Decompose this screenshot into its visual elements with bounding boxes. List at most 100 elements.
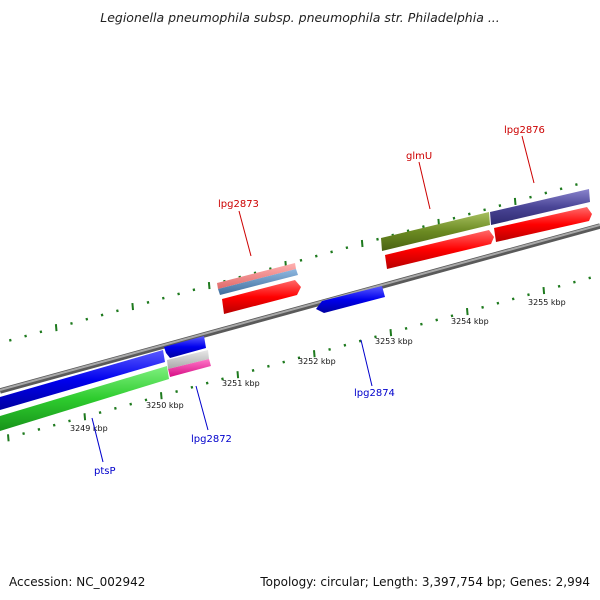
lower-tick-minor	[557, 284, 561, 288]
lower-tick-minor	[358, 339, 362, 343]
leader-lpg2873	[238, 210, 252, 257]
gene-lpg2873-cog-steel	[218, 269, 298, 295]
scale-label-3249: 3249 kbp	[70, 424, 108, 433]
genome-summary-text: Topology: circular; Length: 3,397,754 bp…	[260, 575, 590, 589]
lower-tick-major	[542, 286, 546, 295]
gene-lpg2874-arrow[interactable]	[316, 286, 385, 313]
upper-tick-minor	[376, 237, 379, 241]
gene-label-lpg2872[interactable]: lpg2872	[191, 434, 232, 445]
lower-tick-minor	[297, 356, 301, 360]
gene-lpg2876-cog-purple	[490, 189, 590, 225]
label-leader-lines	[91, 135, 535, 463]
lower-tick-minor	[114, 406, 117, 410]
lower-tick-minor	[129, 402, 133, 406]
upper-tick-minor	[452, 216, 456, 220]
gene-label-lpg2876[interactable]: lpg2876	[504, 125, 545, 136]
upper-tick-minor	[483, 208, 486, 212]
gene-glmU-arrow[interactable]	[385, 230, 494, 269]
scale-label-3250: 3250 kbp	[146, 401, 184, 410]
lower-tick-minor	[52, 423, 56, 427]
scale-label-3251: 3251 kbp	[222, 379, 260, 388]
leader-glmU	[418, 161, 431, 210]
gene-label-glmU[interactable]: glmU	[406, 151, 432, 162]
lower-tick-minor	[190, 385, 194, 389]
lower-tick-minor	[221, 377, 224, 381]
lower-tick-row	[7, 276, 592, 442]
gene-lpg2872-cog-grey	[167, 350, 209, 369]
upper-tick-minor	[529, 195, 532, 199]
accession-text: Accession: NC_002942	[9, 575, 146, 589]
gene-ptsP-cog-green	[0, 366, 169, 431]
upper-tick-minor	[161, 296, 165, 300]
lower-tick-minor	[175, 390, 178, 393]
lower-tick-minor	[481, 305, 484, 309]
lower-tick-minor	[404, 326, 408, 330]
lower-tick-minor	[251, 369, 255, 372]
lower-tick-minor	[588, 276, 592, 280]
lower-tick-minor	[267, 364, 270, 368]
upper-tick-minor	[177, 292, 180, 296]
scale-label-3253: 3253 kbp	[375, 337, 413, 346]
scale-label-3254: 3254 kbp	[451, 317, 489, 326]
lower-tick-minor	[343, 343, 347, 347]
upper-tick-minor	[24, 334, 27, 338]
gene-glmU-cog-olive	[381, 212, 490, 251]
gene-lpg2873-cog-salmon	[217, 263, 296, 289]
lower-tick-minor	[144, 398, 148, 402]
lower-tick-minor	[205, 381, 209, 385]
lower-tick-minor	[282, 360, 286, 364]
gene-label-lpg2873[interactable]: lpg2873	[218, 199, 259, 210]
upper-tick-major	[131, 303, 134, 311]
upper-tick-minor	[559, 187, 563, 191]
gene-lpg2876-arrow[interactable]	[494, 207, 592, 242]
gene-lpg2873-arrow[interactable]	[222, 280, 301, 314]
lower-tick-minor	[68, 419, 71, 423]
gene-lpg2872-arrow[interactable]	[164, 336, 206, 358]
lower-tick-major	[313, 350, 316, 358]
leader-lpg2876	[521, 135, 535, 184]
upper-tick-minor	[467, 212, 471, 216]
lower-tick-major	[466, 307, 469, 316]
lower-tick-major	[389, 329, 393, 337]
upper-tick-minor	[498, 204, 502, 208]
lower-tick-minor	[496, 301, 500, 305]
upper-tick-minor	[575, 183, 578, 187]
upper-tick-minor	[192, 288, 196, 292]
lower-tick-major	[83, 413, 87, 421]
lower-tick-minor	[450, 314, 454, 318]
upper-tick-minor	[314, 254, 318, 258]
upper-tick-row	[8, 183, 578, 342]
upper-tick-minor	[345, 246, 349, 250]
upper-tick-minor	[330, 250, 333, 254]
scale-label-3255: 3255 kbp	[528, 298, 566, 307]
gene-lpg2872-cog-pink	[168, 359, 211, 377]
lower-tick-minor	[420, 322, 423, 326]
upper-tick-minor	[70, 321, 73, 325]
upper-tick-minor	[100, 313, 104, 317]
upper-tick-major	[360, 239, 364, 248]
gene-label-ptsP[interactable]: ptsP	[94, 466, 116, 477]
lower-tick-minor	[22, 432, 25, 436]
leader-ptsP	[91, 417, 104, 463]
leader-lpg2872	[195, 385, 209, 431]
lower-tick-minor	[374, 335, 377, 339]
upper-tick-major	[207, 281, 211, 290]
upper-tick-major	[513, 197, 517, 205]
upper-tick-minor	[39, 330, 43, 334]
leader-lpg2874	[360, 339, 373, 387]
lower-tick-minor	[98, 411, 102, 415]
upper-tick-major	[54, 324, 58, 332]
lower-tick-minor	[511, 297, 515, 301]
lower-tick-major	[236, 371, 240, 379]
lower-tick-minor	[435, 318, 439, 322]
upper-tick-minor	[544, 191, 548, 195]
scale-label-3252: 3252 kbp	[298, 357, 336, 366]
lower-tick-minor	[328, 347, 331, 351]
map-title: Legionella pneumophila subsp. pneumophil…	[100, 10, 500, 25]
lower-tick-minor	[527, 293, 530, 297]
gene-label-lpg2874[interactable]: lpg2874	[354, 388, 395, 399]
upper-tick-minor	[146, 300, 150, 304]
gene-ptsP-arrow[interactable]	[0, 350, 165, 410]
upper-tick-minor	[8, 338, 12, 342]
